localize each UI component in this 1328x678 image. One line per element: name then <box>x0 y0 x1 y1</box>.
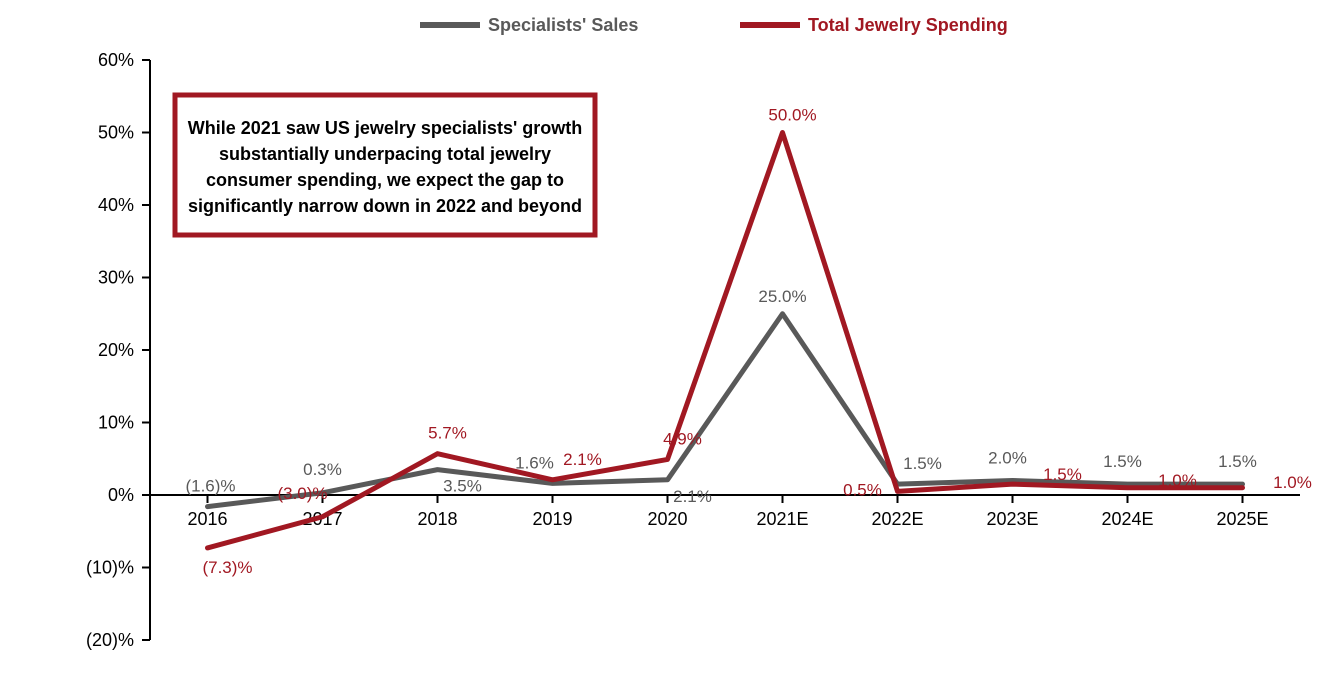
data-label: 2.1% <box>563 450 602 469</box>
x-tick-label: 2016 <box>187 509 227 529</box>
data-label: 1.5% <box>1103 452 1142 471</box>
data-label: 1.5% <box>1218 452 1257 471</box>
x-tick-label: 2021E <box>756 509 808 529</box>
data-label: (3.0)% <box>277 484 327 503</box>
x-tick-label: 2019 <box>532 509 572 529</box>
data-label: 1.5% <box>1043 465 1082 484</box>
data-label: 1.0% <box>1273 473 1312 492</box>
data-label: 3.5% <box>443 477 482 496</box>
data-label: 0.5% <box>843 480 882 499</box>
line-specialists-sales <box>208 314 1243 507</box>
callout-text-line: While 2021 saw US jewelry specialists' g… <box>188 118 582 138</box>
callout-text-line: substantially underpacing total jewelry <box>219 144 551 164</box>
x-tick-label: 2025E <box>1216 509 1268 529</box>
y-tick-label: 0% <box>108 485 134 505</box>
data-label: 0.3% <box>303 460 342 479</box>
data-label: 5.7% <box>428 424 467 443</box>
y-tick-label: 40% <box>98 195 134 215</box>
data-label: 2.0% <box>988 449 1027 468</box>
x-tick-label: 2024E <box>1101 509 1153 529</box>
data-label: 25.0% <box>758 287 806 306</box>
y-tick-label: (20)% <box>86 630 134 650</box>
x-tick-label: 2023E <box>986 509 1038 529</box>
y-tick-label: 10% <box>98 413 134 433</box>
y-tick-label: 20% <box>98 340 134 360</box>
line-chart: (20)%(10)%0%10%20%30%40%50%60%2016201720… <box>0 0 1328 678</box>
y-tick-label: 50% <box>98 123 134 143</box>
legend-swatch-total <box>740 22 800 28</box>
x-tick-label: 2020 <box>647 509 687 529</box>
y-tick-label: (10)% <box>86 558 134 578</box>
chart-container: (20)%(10)%0%10%20%30%40%50%60%2016201720… <box>0 0 1328 678</box>
y-tick-label: 60% <box>98 50 134 70</box>
data-label: 2.1% <box>673 487 712 506</box>
callout-text-line: consumer spending, we expect the gap to <box>206 170 564 190</box>
data-label: 4.9% <box>663 429 702 448</box>
legend-label-total: Total Jewelry Spending <box>808 15 1008 35</box>
callout-text-line: significantly narrow down in 2022 and be… <box>188 196 582 216</box>
legend-swatch-specialists <box>420 22 480 28</box>
legend-label-specialists: Specialists' Sales <box>488 15 638 35</box>
y-tick-label: 30% <box>98 268 134 288</box>
data-label: 1.6% <box>515 453 554 472</box>
data-label: (7.3)% <box>202 558 252 577</box>
data-label: 50.0% <box>768 106 816 125</box>
data-label: 1.0% <box>1158 471 1197 490</box>
data-label: 1.5% <box>903 454 942 473</box>
x-tick-label: 2018 <box>417 509 457 529</box>
data-label: (1.6)% <box>185 477 235 496</box>
x-tick-label: 2022E <box>871 509 923 529</box>
